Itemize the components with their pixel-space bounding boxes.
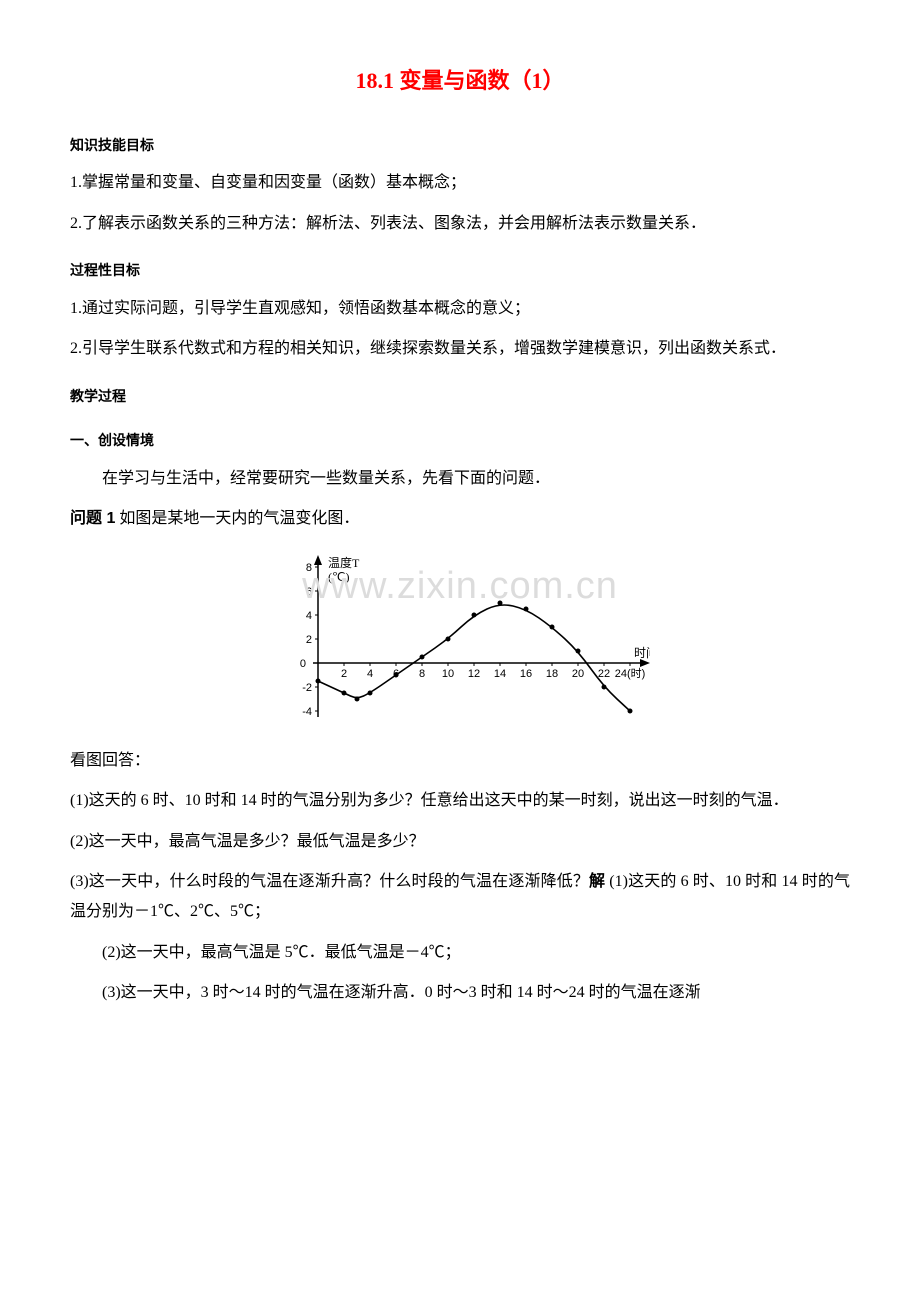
question-3-answer-1: (3)这一天中，什么时段的气温在逐渐升高？什么时段的气温在逐渐降低？解 (1)这… [70, 867, 850, 928]
svg-text:2: 2 [306, 634, 312, 646]
svg-text:8: 8 [306, 562, 312, 574]
heading-situation: 一、创设情境 [70, 427, 850, 454]
svg-text:温度T: 温度T [328, 555, 360, 570]
process-item-2: 2.引导学生联系代数式和方程的相关知识，继续探索数量关系，增强数学建模意识，列出… [70, 334, 850, 364]
svg-text:(℃): (℃) [328, 570, 349, 584]
look-answer: 看图回答： [70, 746, 850, 776]
svg-text:8: 8 [419, 668, 425, 680]
svg-text:16: 16 [520, 668, 532, 680]
svg-text:24(时): 24(时) [615, 667, 646, 680]
heading-teaching-process: 教学过程 [70, 383, 850, 410]
svg-text:时间t: 时间t [634, 646, 650, 660]
intro-text: 在学习与生活中，经常要研究一些数量关系，先看下面的问题． [70, 464, 850, 494]
answer-label: 解 [589, 873, 605, 890]
svg-text:12: 12 [468, 668, 480, 680]
svg-text:-2: -2 [302, 682, 312, 694]
svg-text:0: 0 [300, 658, 306, 670]
question-1: (1)这天的 6 时、10 时和 14 时的气温分别为多少？任意给出这天中的某一… [70, 786, 850, 816]
answer-3: (3)这一天中，3 时～14 时的气温在逐渐升高．0 时～3 时和 14 时～2… [70, 978, 850, 1008]
question-3-text: (3)这一天中，什么时段的气温在逐渐升高？什么时段的气温在逐渐降低？ [70, 873, 589, 890]
answer-2: (2)这一天中，最高气温是 5℃．最低气温是－4℃； [70, 938, 850, 968]
svg-text:14: 14 [494, 668, 506, 680]
heading-knowledge-skills: 知识技能目标 [70, 132, 850, 159]
page-title: 18.1 变量与函数（1） [70, 60, 850, 102]
svg-text:10: 10 [442, 668, 454, 680]
question-2: (2)这一天中，最高气温是多少？最低气温是多少？ [70, 827, 850, 857]
svg-text:-4: -4 [302, 706, 312, 718]
svg-text:18: 18 [546, 668, 558, 680]
svg-text:22: 22 [598, 668, 610, 680]
svg-text:2: 2 [341, 668, 347, 680]
process-item-1: 1.通过实际问题，引导学生直观感知，领悟函数基本概念的意义； [70, 294, 850, 324]
svg-text:6: 6 [306, 586, 312, 598]
problem-1: 问题 1 如图是某地一天内的气温变化图． [70, 504, 850, 534]
problem-label: 问题 1 [70, 510, 115, 527]
svg-text:4: 4 [306, 610, 312, 622]
knowledge-item-2: 2.了解表示函数关系的三种方法：解析法、列表法、图象法，并会用解析法表示数量关系… [70, 209, 850, 239]
heading-process-goals: 过程性目标 [70, 257, 850, 284]
knowledge-item-1: 1.掌握常量和变量、自变量和因变量（函数）基本概念； [70, 168, 850, 198]
svg-text:4: 4 [367, 668, 373, 680]
temperature-chart: -4-20246824681012141618202224(时)温度T(℃)时间… [270, 545, 650, 725]
svg-text:20: 20 [572, 668, 584, 680]
temperature-chart-container: www.zixin.com.cn -4-20246824681012141618… [70, 545, 850, 736]
problem-text: 如图是某地一天内的气温变化图． [115, 510, 359, 527]
